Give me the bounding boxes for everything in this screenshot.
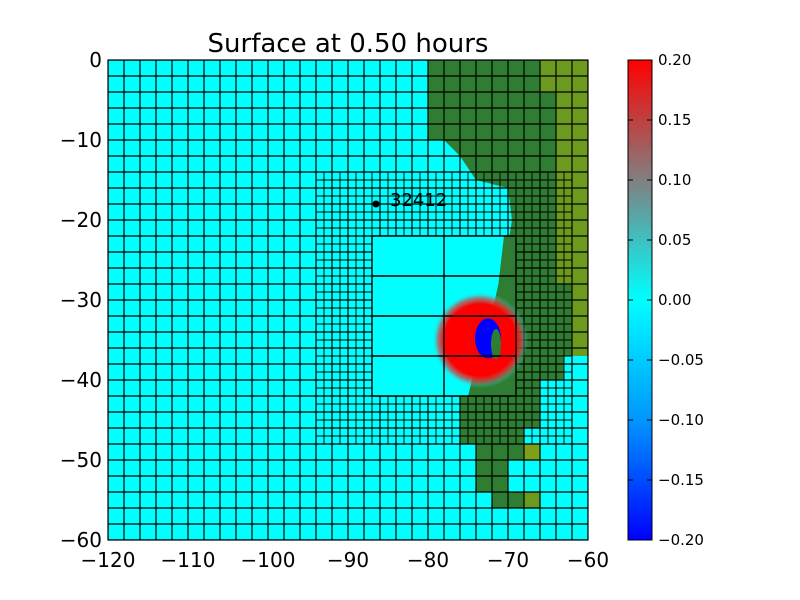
y-tick-label: 0 bbox=[89, 48, 102, 72]
colorbar-axis: 0.20 0.15 0.10 0.05 0.00 −0.05 −0.10 −0.15 −0.20 bbox=[628, 51, 704, 549]
gauge-layer: 32412 bbox=[372, 190, 447, 211]
colorbar-tick-label: −0.20 bbox=[658, 531, 704, 549]
gauge-marker bbox=[372, 200, 380, 208]
colorbar-tick-label: 0.10 bbox=[658, 171, 691, 189]
colorbar-tick-label: 0.00 bbox=[658, 291, 691, 309]
x-tick-label: −60 bbox=[567, 548, 609, 572]
land-patch bbox=[524, 492, 540, 508]
y-tick-label: −40 bbox=[60, 368, 102, 392]
y-axis: 0 −10 −20 −30 −40 −50 −60 bbox=[60, 48, 588, 552]
colorbar-tick-label: 0.15 bbox=[658, 111, 691, 129]
coast-strip bbox=[491, 329, 501, 359]
x-tick-label: −80 bbox=[407, 548, 449, 572]
y-tick-label: −20 bbox=[60, 208, 102, 232]
level2-grid bbox=[315, 171, 573, 445]
chart-title: Surface at 0.50 hours bbox=[208, 29, 489, 59]
level3-layer bbox=[371, 235, 528, 397]
land-patch bbox=[524, 444, 540, 460]
x-axis: −120 −110 −100 −90 −80 −70 −60 bbox=[81, 60, 609, 572]
colorbar-tick-label: −0.10 bbox=[658, 411, 704, 429]
x-tick-label: −110 bbox=[161, 548, 216, 572]
y-tick-label: −60 bbox=[60, 528, 102, 552]
gauge-label: 32412 bbox=[390, 190, 447, 211]
colorbar-tick-label: −0.05 bbox=[658, 351, 704, 369]
colorbar-tick-label: 0.20 bbox=[658, 51, 691, 69]
x-tick-label: −100 bbox=[241, 548, 296, 572]
colorbar-tick-label: −0.15 bbox=[658, 471, 704, 489]
plot-area bbox=[108, 60, 588, 540]
x-tick-label: −90 bbox=[327, 548, 369, 572]
x-tick-label: −70 bbox=[487, 548, 529, 572]
y-tick-label: −30 bbox=[60, 288, 102, 312]
colorbar-tick-label: 0.05 bbox=[658, 231, 691, 249]
y-tick-label: −10 bbox=[60, 128, 102, 152]
x-tick-label: −120 bbox=[81, 548, 136, 572]
y-tick-label: −50 bbox=[60, 448, 102, 472]
